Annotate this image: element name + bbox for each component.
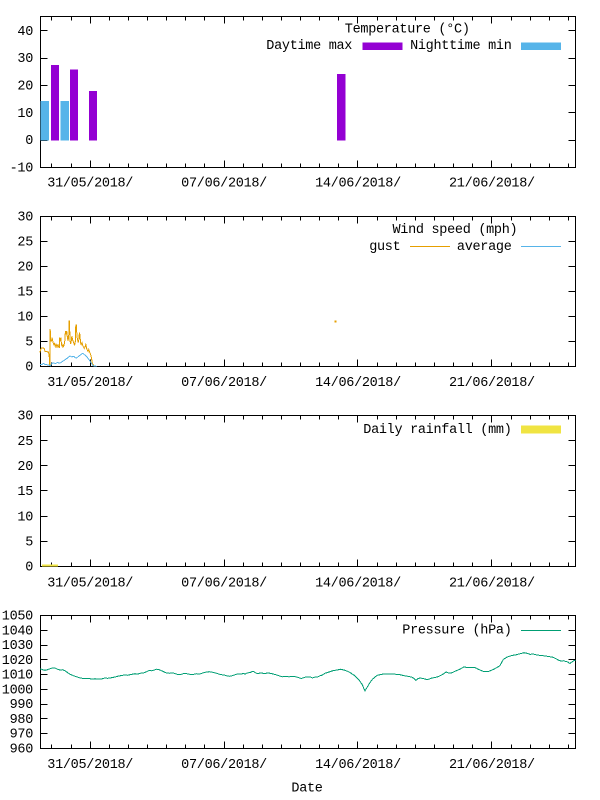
svg-text:1030: 1030 <box>2 639 33 654</box>
svg-text:31/05/2018/: 31/05/2018/ <box>47 376 133 391</box>
svg-text:Date: Date <box>291 782 322 797</box>
svg-text:14/06/2018/: 14/06/2018/ <box>315 576 401 591</box>
svg-text:Temperature (°C): Temperature (°C) <box>345 22 470 37</box>
svg-text:960: 960 <box>10 743 34 758</box>
svg-text:30: 30 <box>17 211 33 226</box>
svg-text:Nighttime min: Nighttime min <box>410 39 511 54</box>
svg-text:20: 20 <box>17 79 33 94</box>
svg-text:21/06/2018/: 21/06/2018/ <box>449 758 535 773</box>
svg-text:gust: gust <box>369 240 400 255</box>
svg-text:0: 0 <box>25 561 33 576</box>
svg-text:Daytime max: Daytime max <box>266 39 352 54</box>
svg-text:14/06/2018/: 14/06/2018/ <box>315 758 401 773</box>
svg-text:07/06/2018/: 07/06/2018/ <box>181 376 267 391</box>
svg-text:25: 25 <box>17 236 33 251</box>
svg-text:14/06/2018/: 14/06/2018/ <box>315 176 401 191</box>
svg-text:30: 30 <box>17 410 33 425</box>
svg-text:21/06/2018/: 21/06/2018/ <box>449 576 535 591</box>
svg-text:07/06/2018/: 07/06/2018/ <box>181 576 267 591</box>
svg-text:-10: -10 <box>10 162 34 177</box>
svg-text:07/06/2018/: 07/06/2018/ <box>181 176 267 191</box>
svg-text:1000: 1000 <box>2 683 33 698</box>
svg-text:20: 20 <box>17 261 33 276</box>
svg-text:30: 30 <box>17 52 33 67</box>
svg-text:990: 990 <box>10 698 34 713</box>
svg-text:10: 10 <box>17 510 33 525</box>
svg-text:10: 10 <box>17 311 33 326</box>
svg-text:5: 5 <box>25 535 33 550</box>
svg-text:21/06/2018/: 21/06/2018/ <box>449 176 535 191</box>
svg-text:average: average <box>457 240 512 255</box>
svg-text:40: 40 <box>17 25 33 40</box>
svg-text:5: 5 <box>25 336 33 351</box>
svg-text:1010: 1010 <box>2 669 33 684</box>
svg-text:21/06/2018/: 21/06/2018/ <box>449 376 535 391</box>
svg-text:25: 25 <box>17 435 33 450</box>
svg-text:31/05/2018/: 31/05/2018/ <box>47 576 133 591</box>
svg-text:970: 970 <box>10 728 34 743</box>
svg-text:07/06/2018/: 07/06/2018/ <box>181 758 267 773</box>
svg-text:14/06/2018/: 14/06/2018/ <box>315 376 401 391</box>
svg-text:Pressure (hPa): Pressure (hPa) <box>402 624 511 639</box>
svg-text:1040: 1040 <box>2 624 33 639</box>
svg-text:10: 10 <box>17 107 33 122</box>
svg-text:31/05/2018/: 31/05/2018/ <box>47 758 133 773</box>
svg-text:1050: 1050 <box>2 610 33 625</box>
svg-text:980: 980 <box>10 713 34 728</box>
svg-text:0: 0 <box>25 134 33 149</box>
svg-text:20: 20 <box>17 460 33 475</box>
svg-text:31/05/2018/: 31/05/2018/ <box>47 176 133 191</box>
svg-text:15: 15 <box>17 286 33 301</box>
svg-text:0: 0 <box>25 361 33 376</box>
svg-text:Daily rainfall (mm): Daily rainfall (mm) <box>363 423 511 438</box>
svg-text:1020: 1020 <box>2 654 33 669</box>
svg-text:15: 15 <box>17 485 33 500</box>
svg-text:Wind speed (mph): Wind speed (mph) <box>393 223 518 238</box>
